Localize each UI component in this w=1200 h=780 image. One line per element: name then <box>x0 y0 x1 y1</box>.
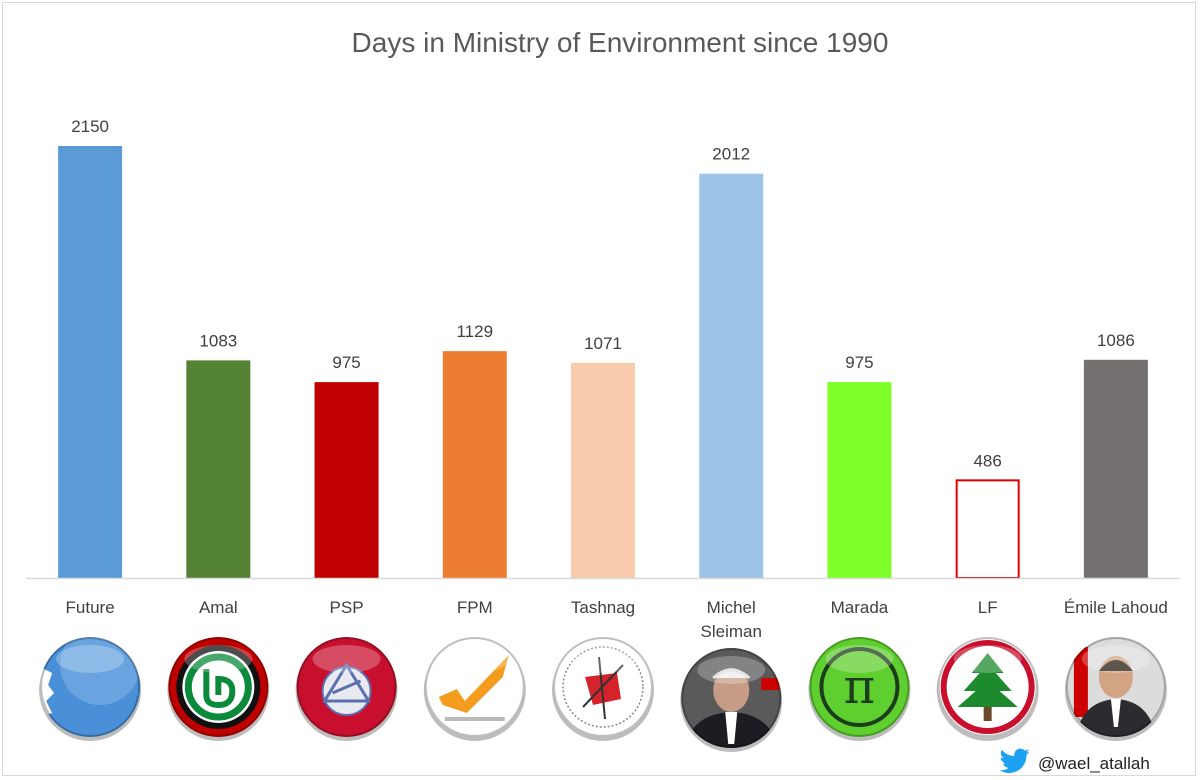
bar-marada <box>827 382 892 578</box>
marada-logo-icon: π <box>808 637 911 741</box>
category-label: Marada <box>831 598 889 617</box>
category-label: Tashnag <box>571 598 635 617</box>
emile-lahoud-photo-icon <box>1064 637 1167 741</box>
data-label: 1129 <box>456 322 493 341</box>
category-label: FPM <box>457 598 493 617</box>
data-label: 975 <box>845 353 873 372</box>
data-label: 1071 <box>584 334 622 353</box>
data-label: 975 <box>332 353 360 372</box>
category-label: Amal <box>199 598 238 617</box>
future-logo-icon <box>39 637 142 741</box>
category-label: Émile Lahoud <box>1064 598 1168 617</box>
michel-sleiman-photo-icon <box>680 648 783 752</box>
category-label: LF <box>978 598 998 617</box>
category-label: Michel Sleiman <box>701 598 762 641</box>
data-label: 486 <box>973 451 1001 470</box>
data-label: 1083 <box>199 331 237 350</box>
bar-tashnag <box>571 362 635 578</box>
bar-future <box>58 146 123 578</box>
category-label: PSP <box>330 598 364 617</box>
tashnag-logo-icon <box>552 637 654 741</box>
lf-logo-icon <box>936 637 1039 741</box>
twitter-bird-icon <box>999 748 1030 779</box>
twitter-handle: @wael_atallah <box>1038 753 1150 773</box>
psp-logo-icon <box>295 637 398 741</box>
category-label: Future <box>66 598 115 617</box>
category-labels-group: Future Amal PSP FPM Tashnag Michel Sleiman Mara… <box>66 598 1168 641</box>
bar-lf <box>955 479 1020 579</box>
amal-logo-icon <box>167 637 270 741</box>
party-logos-group: π <box>39 637 1167 752</box>
twitter-credit: @wael_atallah <box>999 748 1150 779</box>
data-label: 2150 <box>71 117 109 136</box>
value-labels-group: 2150 1083 975 1129 1071 2012 975 486 1086 <box>71 117 1135 470</box>
fpm-logo-icon <box>423 637 526 741</box>
data-label: 2012 <box>712 145 750 164</box>
bars-group <box>58 146 1148 579</box>
bar-michel-sleiman <box>699 173 764 578</box>
data-label: 1086 <box>1097 331 1135 350</box>
svg-text:π: π <box>844 659 876 715</box>
bar-psp <box>314 382 379 578</box>
bar-amal <box>186 360 251 578</box>
bar-fpm <box>442 351 507 578</box>
bar--mile-lahoud <box>1083 359 1148 578</box>
chart-title: Days in Ministry of Environment since 19… <box>352 27 889 58</box>
